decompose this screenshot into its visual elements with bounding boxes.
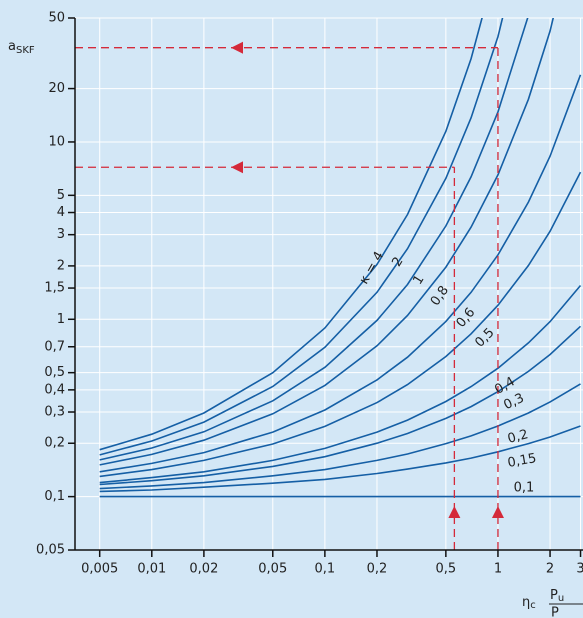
arrow-up xyxy=(491,506,504,518)
curve-label: 2 xyxy=(389,255,406,270)
arrow-left xyxy=(231,41,243,54)
curve-label: 0,1 xyxy=(514,481,535,496)
curve-label: κ = 4 xyxy=(357,249,388,287)
y-tick-label: 0,1 xyxy=(44,489,65,504)
x-tick-label: 0,5 xyxy=(436,562,457,577)
curve xyxy=(99,74,582,473)
axes xyxy=(68,17,583,557)
curve xyxy=(99,171,582,478)
y-tick-label: 0,2 xyxy=(44,436,65,451)
y-tick-label: 0,3 xyxy=(44,405,65,420)
y-tick-label: 0,4 xyxy=(44,382,65,397)
x-label-num: Pu xyxy=(550,588,564,605)
x-tick-label: 0,01 xyxy=(137,562,166,577)
x-tick-label: 0,1 xyxy=(315,562,336,577)
y-tick-label: 1 xyxy=(57,312,65,327)
y-tick-label: 2 xyxy=(57,258,65,273)
y-tick-label: 50 xyxy=(48,11,65,26)
numerator: P xyxy=(550,588,558,603)
curve xyxy=(99,18,504,456)
x-tick-label: 0,02 xyxy=(189,562,218,577)
curve-label: 0,8 xyxy=(428,283,452,309)
curve-label: 1 xyxy=(410,273,427,288)
x-axis-label: ηc Pu P xyxy=(522,588,583,618)
y-tick-label: 5 xyxy=(57,188,65,203)
denominator: P xyxy=(551,606,559,618)
numerator-sub: u xyxy=(558,593,564,604)
curve xyxy=(99,383,581,490)
curve xyxy=(99,325,582,486)
curve xyxy=(99,425,581,493)
x-tick-label: 0,2 xyxy=(367,562,388,577)
eta-sub: c xyxy=(530,600,536,611)
y-label-sub: SKF xyxy=(16,45,35,56)
curve xyxy=(99,18,529,461)
x-tick-label: 1 xyxy=(494,562,502,577)
y-tick-label: 0,5 xyxy=(44,365,65,380)
y-tick-label: 1,5 xyxy=(44,281,65,296)
y-tick-label: 4 xyxy=(57,205,65,220)
arrow-up xyxy=(448,506,461,518)
curve-label: 0,15 xyxy=(506,451,537,471)
x-tick-label: 0,05 xyxy=(258,562,287,577)
eta: η xyxy=(522,595,530,610)
curve xyxy=(99,18,483,451)
y-tick-label: 10 xyxy=(48,134,65,149)
x-tick-label: 0,005 xyxy=(81,562,118,577)
y-tick-label: 20 xyxy=(48,81,65,96)
y-tick-label: 0,7 xyxy=(44,339,65,354)
curve-label: 0,2 xyxy=(506,427,530,447)
y-tick-label: 3 xyxy=(57,227,65,242)
x-label-eta: ηc xyxy=(522,595,536,612)
curve xyxy=(99,284,582,484)
x-tick-label: 3 xyxy=(576,562,583,577)
readings xyxy=(75,41,504,550)
arrow-left xyxy=(231,161,243,174)
x-tick-label: 2 xyxy=(546,562,554,577)
y-tick-label: 0,05 xyxy=(36,543,65,558)
curve xyxy=(99,18,555,466)
y-label-main: a xyxy=(8,39,16,54)
curves xyxy=(99,18,582,498)
y-axis-label: aSKF xyxy=(8,39,35,57)
